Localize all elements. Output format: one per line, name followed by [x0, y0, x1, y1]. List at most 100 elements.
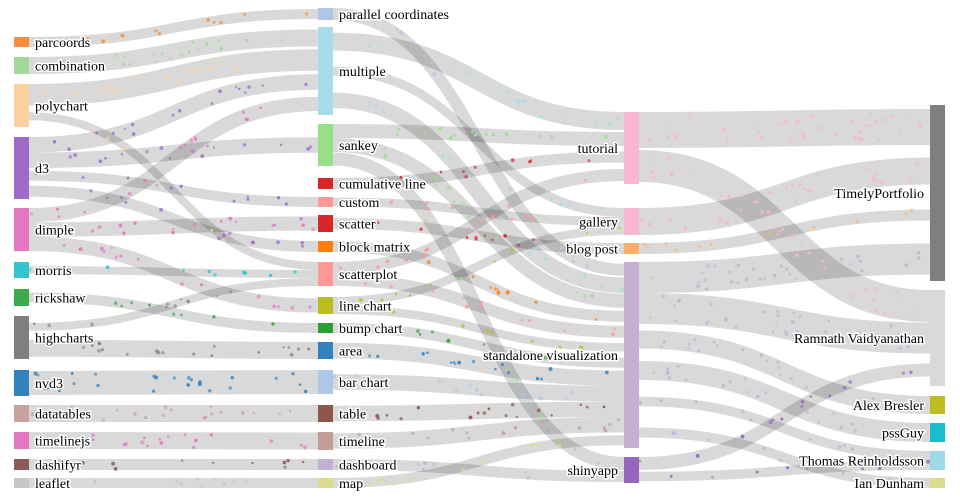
- link-highcharts-to-area[interactable]: [28, 339, 319, 359]
- node-timelyportfolio[interactable]: [930, 105, 945, 281]
- link-tutorial-to-ramnath[interactable]: [638, 150, 931, 322]
- link-particle: [453, 134, 456, 138]
- link-gallery-to-timelyportfolio[interactable]: [638, 157, 931, 235]
- link-d3-to-multiple[interactable]: [28, 74, 319, 153]
- node-standalone_visualization[interactable]: [624, 262, 639, 448]
- link-standalone_visualization-to-ramnath[interactable]: [638, 293, 931, 354]
- link-highcharts-to-scatterplot[interactable]: [28, 278, 319, 331]
- link-particle: [171, 113, 175, 117]
- node-highcharts[interactable]: [14, 316, 29, 359]
- link-scatterplot-to-standalone_visualization[interactable]: [332, 274, 625, 338]
- link-parallel_coordinates-to-standalone_visualization[interactable]: [332, 8, 625, 276]
- node-blog_post[interactable]: [624, 243, 639, 254]
- link-particle: [842, 385, 847, 390]
- node-alex[interactable]: [930, 396, 945, 414]
- node-dimple[interactable]: [14, 208, 29, 251]
- node-scatterplot[interactable]: [318, 262, 333, 286]
- link-standalone_visualization-to-timelyportfolio[interactable]: [638, 243, 931, 293]
- link-particle: [709, 302, 713, 307]
- node-polychart[interactable]: [14, 84, 29, 127]
- link-polychart-to-multiple[interactable]: [28, 49, 319, 106]
- link-polychart-to-scatterplot[interactable]: [28, 112, 319, 270]
- link-standalone_visualization-to-thomas[interactable]: [638, 396, 931, 461]
- link-combination-to-multiple[interactable]: [28, 29, 319, 74]
- node-pssguy[interactable]: [930, 423, 945, 442]
- node-bar_chart[interactable]: [318, 370, 333, 394]
- node-scatter[interactable]: [318, 215, 333, 232]
- link-line_chart-to-standalone_visualization[interactable]: [332, 305, 625, 352]
- node-line_chart[interactable]: [318, 297, 333, 314]
- node-leaflet[interactable]: [14, 478, 29, 488]
- node-table[interactable]: [318, 405, 333, 422]
- link-timeline-to-standalone_visualization[interactable]: [332, 417, 625, 449]
- node-map[interactable]: [318, 478, 333, 488]
- node-shinyapp[interactable]: [624, 457, 639, 483]
- node-combination[interactable]: [14, 57, 29, 74]
- link-particle: [872, 297, 876, 302]
- link-particle: [111, 461, 116, 466]
- link-dimple-to-scatter[interactable]: [28, 216, 319, 237]
- link-standalone_visualization-to-alex[interactable]: [638, 330, 931, 414]
- node-timelinejs[interactable]: [14, 432, 29, 449]
- node-parallel_coordinates[interactable]: [318, 8, 333, 20]
- node-morris[interactable]: [14, 262, 29, 278]
- link-timelinejs-to-timeline[interactable]: [28, 432, 319, 450]
- node-multiple[interactable]: [318, 27, 333, 115]
- node-datatables[interactable]: [14, 405, 29, 422]
- link-nvd3-to-bar_chart[interactable]: [28, 370, 319, 395]
- node-sankey[interactable]: [318, 124, 333, 166]
- link-shinyapp-to-ramnath[interactable]: [638, 363, 931, 470]
- link-tutorial-to-timelyportfolio[interactable]: [638, 109, 931, 148]
- link-dimple-to-line_chart[interactable]: [28, 236, 319, 313]
- node-parcoords[interactable]: [14, 37, 29, 47]
- link-particle: [793, 276, 798, 281]
- node-d3[interactable]: [14, 137, 29, 199]
- link-particle: [421, 352, 425, 356]
- link-block_matrix-to-standalone_visualization[interactable]: [332, 241, 625, 322]
- link-sankey-to-shinyapp[interactable]: [332, 152, 625, 470]
- link-d3-to-sankey[interactable]: [28, 137, 319, 168]
- node-dashifyr[interactable]: [14, 459, 29, 470]
- link-cumulative_line-to-tutorial[interactable]: [332, 151, 625, 189]
- link-dashboard-to-shinyapp[interactable]: [332, 459, 625, 482]
- node-tutorial[interactable]: [624, 112, 639, 184]
- link-scatterplot-to-tutorial[interactable]: [332, 169, 625, 274]
- link-sankey-to-tutorial[interactable]: [332, 124, 625, 146]
- node-ramnath[interactable]: [930, 290, 945, 386]
- link-multiple-to-standalone_visualization[interactable]: [332, 92, 625, 293]
- link-bar_chart-to-standalone_visualization[interactable]: [332, 374, 625, 402]
- link-line_chart-to-gallery[interactable]: [332, 226, 625, 306]
- link-sankey-to-standalone_visualization[interactable]: [332, 138, 625, 308]
- node-gallery[interactable]: [624, 208, 639, 235]
- node-thomas[interactable]: [930, 451, 945, 470]
- node-nvd3[interactable]: [14, 370, 29, 396]
- node-rickshaw[interactable]: [14, 289, 29, 306]
- node-block_matrix[interactable]: [318, 241, 333, 252]
- node-ian[interactable]: [930, 478, 945, 488]
- link-particle: [659, 345, 663, 349]
- node-cumulative_line[interactable]: [318, 178, 333, 189]
- node-custom[interactable]: [318, 197, 333, 207]
- link-particle: [462, 73, 466, 76]
- node-area[interactable]: [318, 342, 333, 359]
- link-particle: [67, 147, 71, 152]
- link-particle: [451, 66, 455, 70]
- node-timeline[interactable]: [318, 432, 333, 450]
- link-multiple-to-tutorial[interactable]: [332, 32, 625, 130]
- link-parcoords-to-parallel_coordinates[interactable]: [28, 9, 319, 47]
- link-scatter-to-blog_post[interactable]: [332, 218, 625, 254]
- link-particle: [196, 67, 201, 72]
- link-blog_post-to-timelyportfolio[interactable]: [638, 209, 931, 254]
- link-dimple-to-multiple[interactable]: [28, 96, 319, 223]
- node-bump_chart[interactable]: [318, 323, 333, 333]
- node-dashboard[interactable]: [318, 459, 333, 470]
- link-d3-to-block_matrix[interactable]: [28, 185, 319, 252]
- link-custom-to-gallery[interactable]: [332, 197, 625, 226]
- link-morris-to-scatterplot[interactable]: [28, 266, 319, 278]
- link-standalone_visualization-to-ian[interactable]: [638, 427, 931, 488]
- link-d3-to-custom[interactable]: [28, 170, 319, 207]
- link-standalone_visualization-to-pssguy[interactable]: [638, 361, 931, 442]
- link-area-to-standalone_visualization[interactable]: [332, 342, 625, 386]
- link-table-to-standalone_visualization[interactable]: [332, 401, 625, 422]
- link-multiple-to-gallery[interactable]: [332, 66, 625, 217]
